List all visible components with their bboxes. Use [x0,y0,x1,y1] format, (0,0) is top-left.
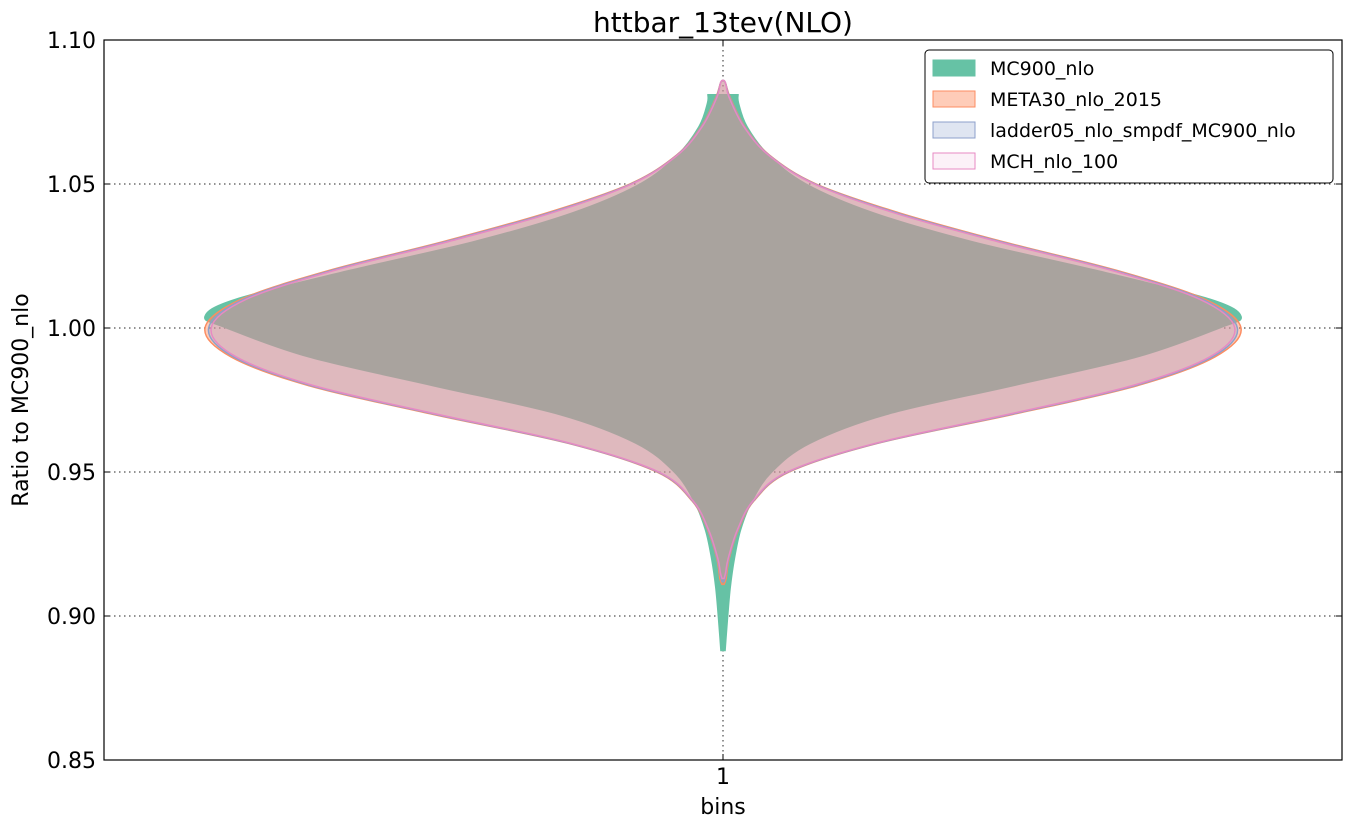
y-tick-label: 0.85 [47,749,96,774]
legend-swatch [932,152,976,170]
legend-label: META30_nlo_2015 [990,89,1162,111]
legend-label: MC900_nlo [990,58,1094,80]
y-tick-label: 1.05 [47,173,96,198]
y-tick-label: 0.90 [47,605,96,630]
y-tick-label: 1.10 [47,29,96,54]
legend-label: MCH_nlo_100 [990,151,1118,173]
legend-swatch [932,90,976,108]
violin-series-0 [204,93,1242,652]
y-tick-label: 1.00 [47,317,96,342]
y-axis-label: Ratio to MC900_nlo [9,293,34,506]
legend: MC900_nlo META30_nlo_2015 ladder05_nlo_smp… [924,49,1334,184]
legend-swatch [932,59,976,77]
y-tick-label: 0.95 [47,461,96,486]
chart-title: httbar_13tev(NLO) [593,6,853,39]
violin-series-3 [210,79,1236,580]
legend-swatch [932,121,976,139]
legend-label: ladder05_nlo_smpdf_MC900_nlo [990,120,1296,142]
x-axis-label: bins [700,795,745,820]
x-tick-label: 1 [716,765,730,790]
legend-box [924,49,1334,184]
plot-area: 0.85 0.90 0.95 1.00 1.05 1.10 1 [47,29,1343,790]
